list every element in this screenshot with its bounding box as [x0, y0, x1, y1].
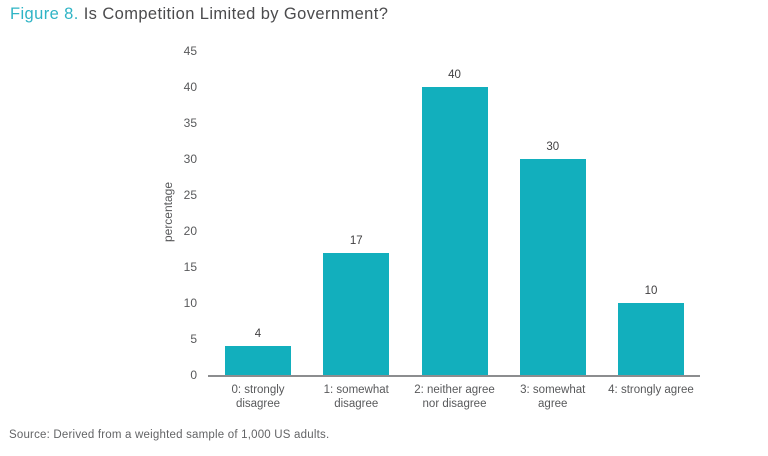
y-tick-label: 25	[183, 188, 197, 202]
bar-value-label: 4	[254, 328, 262, 341]
x-tick-label: 4: strongly agree	[608, 384, 694, 396]
bar-value-label: 10	[644, 285, 658, 297]
y-tick-label: 15	[183, 260, 197, 274]
y-axis-title: percentage	[161, 181, 175, 243]
y-tick-label: 20	[183, 224, 197, 238]
bar-3	[519, 159, 586, 375]
bar-4	[618, 303, 684, 375]
y-tick-label: 35	[183, 116, 197, 130]
bar-value-label: 30	[546, 141, 560, 153]
y-tick-label: 40	[183, 80, 197, 94]
source-note: Source: Derived from a weighted sample o…	[9, 429, 330, 441]
y-tick-label: 45	[183, 44, 197, 58]
bar-2	[421, 87, 488, 375]
bar-value-label: 40	[448, 69, 461, 81]
x-tick-label: 2: neither agree nor disagree	[414, 384, 495, 410]
y-tick-label: 0	[190, 368, 197, 382]
figure-number: Figure 8.	[10, 5, 79, 23]
x-tick-label: 1: somewhat disagree	[323, 384, 389, 410]
bar-0	[225, 346, 291, 375]
figure-title: Figure 8. Is Competition Limited by Gove…	[10, 5, 388, 24]
figure-question: Is Competition Limited by Government?	[78, 5, 389, 23]
bar-1	[323, 252, 390, 375]
bar-value-label: 17	[349, 234, 363, 247]
y-tick-label: 5	[190, 332, 197, 346]
x-tick-label: 3: somewhat agree	[520, 384, 586, 410]
y-tick-label: 30	[183, 152, 197, 166]
x-axis-line	[208, 375, 700, 377]
x-tick-label: 0: strongly disagree	[231, 384, 285, 410]
y-tick-label: 10	[183, 296, 197, 310]
